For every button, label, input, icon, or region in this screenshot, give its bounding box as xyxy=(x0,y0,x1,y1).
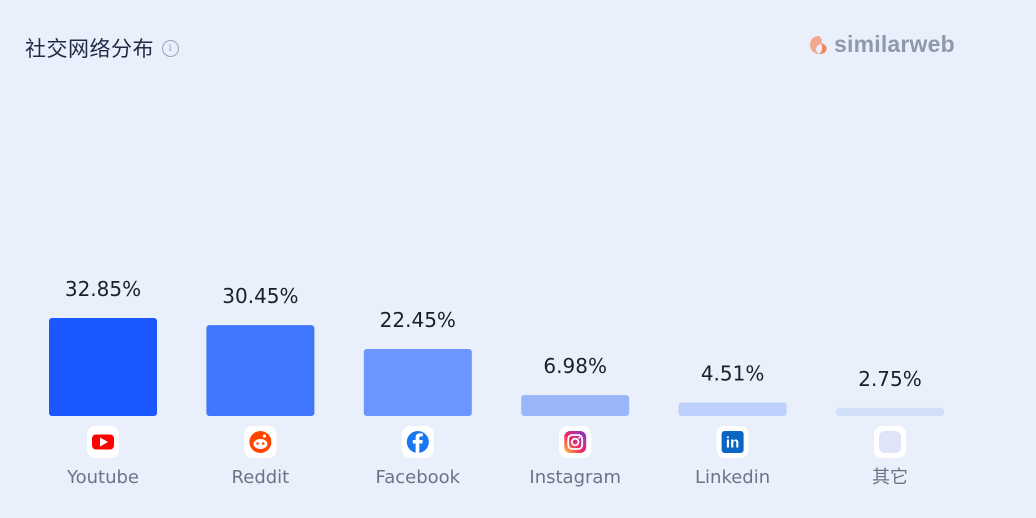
value-label-4: 4.51% xyxy=(701,362,765,386)
category-label-5: 其它 xyxy=(872,467,908,488)
bar-2[interactable] xyxy=(363,349,472,416)
value-label-1: 30.45% xyxy=(222,284,298,308)
category-label-3: Instagram xyxy=(529,467,621,488)
value-label-2: 22.45% xyxy=(380,308,456,332)
facebook-icon xyxy=(401,426,434,458)
instagram-icon xyxy=(559,426,592,458)
bar-3[interactable] xyxy=(521,395,630,416)
youtube-icon xyxy=(87,426,119,458)
bar-1[interactable] xyxy=(206,325,315,416)
similarweb-logo: similarweb xyxy=(809,31,955,58)
category-label-1: Reddit xyxy=(232,467,290,488)
bar-5[interactable] xyxy=(836,407,944,416)
chart-title: 社交网络分布 i xyxy=(25,33,179,63)
category-label-2: Facebook xyxy=(376,467,461,488)
value-label-0: 32.85% xyxy=(65,277,141,301)
bar-4[interactable] xyxy=(678,402,787,416)
info-icon[interactable]: i xyxy=(162,39,179,57)
category-label-0: Youtube xyxy=(66,467,139,488)
brand-name: similarweb xyxy=(834,31,955,57)
reddit-icon xyxy=(244,426,277,458)
other-icon xyxy=(874,426,906,458)
linkedin-icon: in xyxy=(716,426,749,458)
bar-0[interactable] xyxy=(49,318,157,416)
chart-title-text: 社交网络分布 xyxy=(25,37,154,61)
value-label-5: 2.75% xyxy=(858,367,922,391)
value-label-3: 6.98% xyxy=(543,354,607,378)
category-label-4: Linkedin xyxy=(695,467,770,488)
similarweb-mark-icon xyxy=(810,35,827,54)
svg-text:in: in xyxy=(726,435,739,452)
